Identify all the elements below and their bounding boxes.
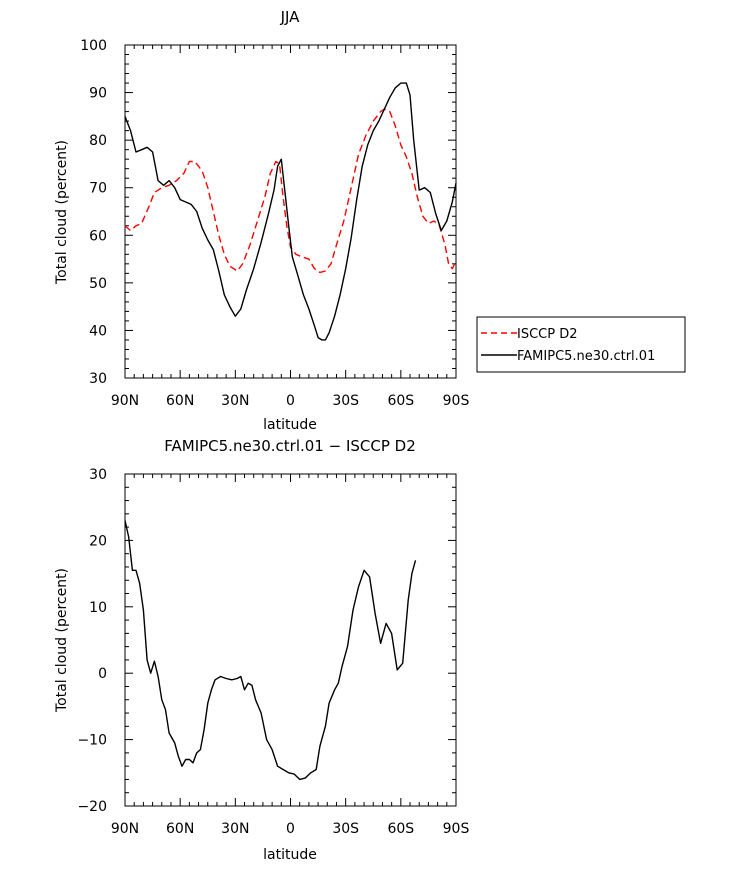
- x-tick-label: 30S: [332, 821, 359, 837]
- bottom-y-tick-labels: 30 20 10 0 −10 −20: [77, 467, 107, 815]
- x-tick-label: 60N: [166, 821, 194, 837]
- x-tick-label: 30S: [332, 393, 359, 409]
- top-tick-marks: [124, 44, 457, 379]
- series-line-model: [124, 82, 457, 341]
- legend: ISCCP D2 FAMIPC5.ne30.ctrl.01: [476, 316, 686, 373]
- y-tick-label: 90: [89, 86, 107, 102]
- top-series-lines: [124, 82, 457, 341]
- x-tick-label: 90N: [111, 821, 139, 837]
- bottom-series-lines: [124, 520, 417, 781]
- x-tick-label: 60S: [387, 393, 414, 409]
- legend-label-isccp: ISCCP D2: [517, 327, 578, 342]
- x-tick-label: 0: [286, 821, 295, 837]
- x-tick-label: 30N: [221, 821, 249, 837]
- bottom-plot-frame: [124, 473, 457, 807]
- x-tick-label: 60N: [166, 393, 194, 409]
- legend-box: [476, 316, 686, 373]
- y-tick-label: 10: [89, 600, 107, 616]
- series-line-model: [124, 520, 417, 781]
- top-y-axis-label: Total cloud (percent): [54, 140, 70, 285]
- y-tick-label: 70: [89, 181, 107, 197]
- y-tick-label: 50: [89, 276, 107, 292]
- top-plot-frame: [124, 44, 457, 379]
- x-tick-label: 90S: [443, 821, 470, 837]
- y-tick-label: 80: [89, 133, 107, 149]
- y-tick-label: −20: [77, 799, 107, 815]
- bottom-panel: FAMIPC5.ne30.ctrl.01 − ISCCP D2 30 20 10 0 −…: [54, 437, 469, 863]
- bottom-x-axis-label: latitude: [263, 847, 317, 863]
- top-x-axis-label: latitude: [263, 417, 317, 433]
- bottom-panel-title: FAMIPC5.ne30.ctrl.01 − ISCCP D2: [164, 437, 416, 455]
- bottom-tick-marks: [124, 473, 457, 807]
- bottom-y-axis-label: Total cloud (percent): [54, 568, 70, 713]
- series-line-isccp-d2: [124, 108, 457, 274]
- y-tick-label: 40: [89, 323, 107, 339]
- y-tick-label: 100: [80, 38, 107, 54]
- legend-label-model: FAMIPC5.ne30.ctrl.01: [517, 349, 655, 364]
- top-y-tick-labels: 30 40 50 60 70 80 90 100: [80, 38, 107, 387]
- y-tick-label: −10: [77, 733, 107, 749]
- x-tick-label: 30N: [221, 393, 249, 409]
- top-panel-title: JJA: [280, 8, 301, 26]
- y-tick-label: 20: [89, 533, 107, 549]
- x-tick-label: 60S: [387, 821, 414, 837]
- y-tick-label: 0: [98, 666, 107, 682]
- y-tick-label: 30: [89, 371, 107, 387]
- x-tick-label: 90S: [443, 393, 470, 409]
- top-x-tick-labels: 90N 60N 30N 0 30S 60S 90S: [111, 393, 470, 409]
- x-tick-label: 90N: [111, 393, 139, 409]
- y-tick-label: 60: [89, 228, 107, 244]
- x-tick-label: 0: [286, 393, 295, 409]
- bottom-x-tick-labels: 90N 60N 30N 0 30S 60S 90S: [111, 821, 470, 837]
- y-tick-label: 30: [89, 467, 107, 483]
